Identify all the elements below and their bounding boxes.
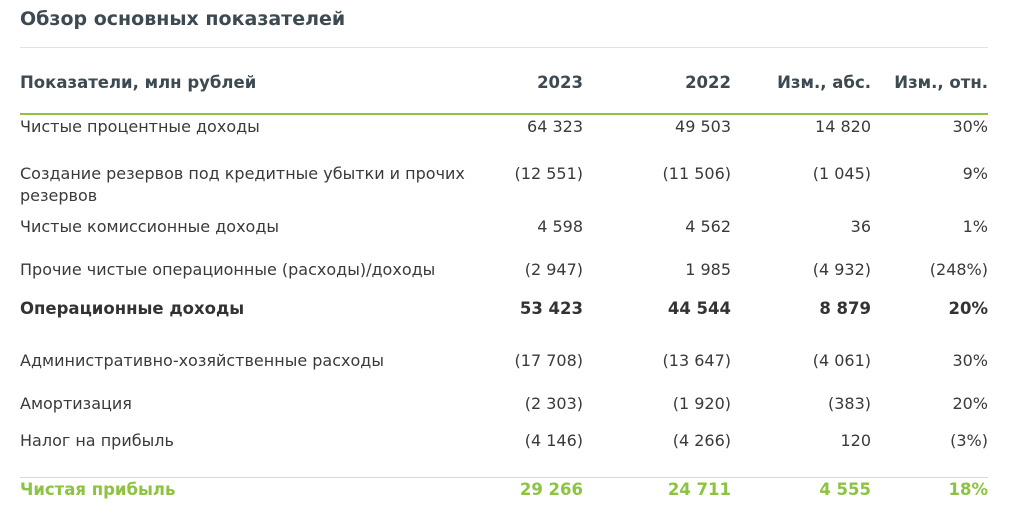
row-value-2023: 64 323 [527, 117, 583, 136]
row-label: Чистая прибыль [20, 480, 176, 499]
row-change-abs: 14 820 [815, 117, 871, 136]
row-value-2022: (13 647) [662, 351, 731, 370]
row-label: Операционные доходы [20, 299, 245, 318]
row-change-rel: (248%) [929, 260, 988, 279]
row-change-rel: 20% [948, 299, 989, 318]
row-change-rel: 30% [952, 351, 988, 370]
header-label: Показатели, млн рублей [20, 73, 257, 92]
row-change-abs: 4 555 [819, 480, 871, 499]
net-profit-divider [20, 477, 988, 478]
row-value-2023: (4 146) [524, 431, 583, 450]
row-label: Создание резервов под кредитные убытки и… [20, 164, 465, 205]
row-change-rel: 30% [952, 117, 988, 136]
row-value-2023: 29 266 [519, 480, 583, 499]
row-change-abs: (1 045) [812, 164, 871, 183]
row-value-2023: (17 708) [514, 351, 583, 370]
header-change-abs: Изм., абс. [777, 73, 871, 92]
row-change-rel: (3%) [950, 431, 988, 450]
header-divider [20, 113, 988, 115]
title-divider [20, 47, 988, 48]
row-change-abs: (4 932) [812, 260, 871, 279]
row-change-abs: 36 [850, 217, 871, 236]
row-value-2022: 24 711 [667, 480, 731, 499]
row-value-2023: 4 598 [537, 217, 583, 236]
header-2023: 2023 [537, 73, 583, 92]
row-label: Налог на прибыль [20, 431, 174, 450]
row-change-rel: 18% [948, 480, 989, 499]
row-value-2022: (11 506) [662, 164, 731, 183]
row-value-2022: 4 562 [685, 217, 731, 236]
page-title: Обзор основных показателей [20, 8, 346, 30]
row-change-rel: 1% [962, 217, 988, 236]
row-label: Прочие чистые операционные (расходы)/дох… [20, 260, 436, 279]
row-value-2022: 44 544 [667, 299, 731, 318]
row-value-2023: (2 947) [524, 260, 583, 279]
row-value-2023: 53 423 [519, 299, 583, 318]
header-change-rel: Изм., отн. [894, 73, 988, 92]
row-change-rel: 20% [952, 394, 988, 413]
row-label: Амортизация [20, 394, 132, 413]
row-label: Административно-хозяйственные расходы [20, 351, 384, 370]
row-value-2023: (2 303) [524, 394, 583, 413]
row-change-rel: 9% [962, 164, 988, 183]
row-value-2022: (4 266) [672, 431, 731, 450]
row-label: Чистые процентные доходы [20, 117, 260, 136]
row-change-abs: 8 879 [819, 299, 871, 318]
row-change-abs: (383) [827, 394, 871, 413]
row-label: Чистые комиссионные доходы [20, 217, 280, 236]
row-value-2022: 1 985 [685, 260, 731, 279]
row-value-2022: 49 503 [675, 117, 731, 136]
row-change-abs: 120 [840, 431, 871, 450]
row-value-2023: (12 551) [514, 164, 583, 183]
header-2022: 2022 [685, 73, 731, 92]
row-change-abs: (4 061) [812, 351, 871, 370]
row-value-2022: (1 920) [672, 394, 731, 413]
